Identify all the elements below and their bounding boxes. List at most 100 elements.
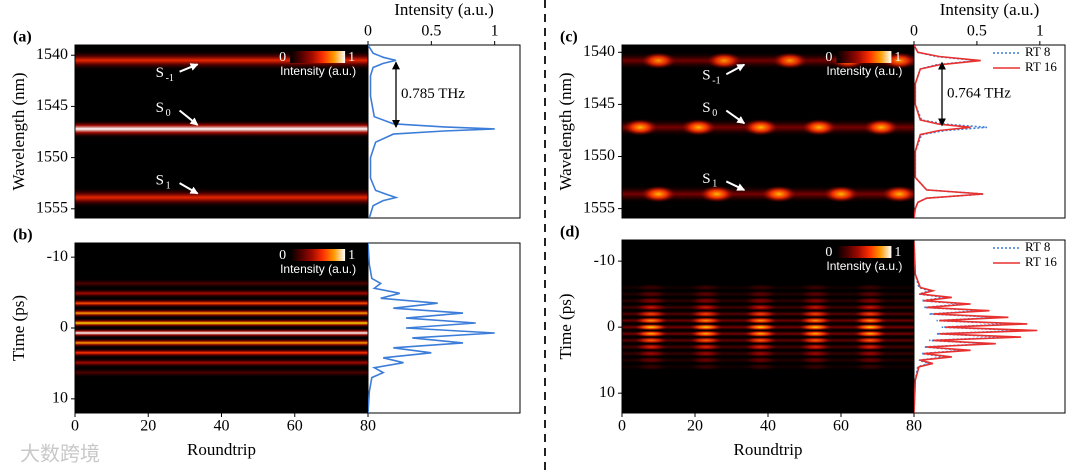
x-tick-label: 0 (618, 418, 626, 435)
pulse (688, 356, 724, 364)
pulse (797, 363, 833, 371)
pulse (743, 363, 779, 371)
colorbar-label: Intensity (a.u.) (280, 64, 356, 78)
pulse (863, 119, 899, 136)
colorbar-tick: 1 (348, 248, 355, 263)
pulse (797, 310, 833, 318)
x-tick-label: 40 (760, 418, 776, 435)
legend-label: RT 16 (1025, 254, 1057, 269)
pulse (640, 52, 677, 69)
y-tick-label: -10 (47, 248, 68, 265)
pulse (688, 290, 724, 298)
pulse (852, 304, 888, 311)
pulse (797, 330, 833, 338)
annotation: S (702, 171, 710, 187)
colorbar-label: Intensity (a.u.) (826, 64, 902, 78)
heatmap (622, 51, 914, 204)
pulse (622, 119, 658, 136)
annotation-sub: -1 (166, 73, 174, 84)
pulse (633, 284, 669, 291)
colorbar-tick: 1 (894, 50, 901, 65)
profile-line (914, 241, 1038, 413)
legend-label: RT 8 (1025, 239, 1050, 254)
y-axis-label: Time (ps) (556, 294, 575, 360)
colorbar (836, 246, 892, 258)
annotation-arrow (179, 182, 199, 195)
band (75, 328, 368, 338)
band (75, 318, 368, 328)
pulse (852, 310, 888, 318)
pulse (681, 119, 717, 136)
y-tick-label: 1540 (583, 43, 615, 60)
pulse (633, 363, 669, 371)
x-tick-label: 40 (214, 418, 230, 435)
pulse (688, 330, 724, 338)
annotation-arrow (179, 63, 199, 73)
pulse (743, 350, 779, 357)
y-tick-label: 1550 (583, 147, 615, 164)
annotation-sub: 0 (166, 108, 171, 119)
profile-frame (913, 239, 1066, 414)
panel-label: (d) (560, 224, 580, 241)
y-tick-label: 1545 (583, 95, 615, 112)
band (75, 119, 368, 138)
pulse (852, 297, 888, 305)
colorbar-tick: 0 (825, 50, 832, 65)
pulse (772, 52, 808, 69)
y-tick-label: 1555 (583, 199, 615, 216)
annotation-sub: -1 (712, 76, 720, 87)
annotation: S (156, 100, 164, 116)
spacing-label: 0.764 THz (947, 85, 1011, 101)
heatmap (622, 283, 914, 371)
panel-label: (c) (560, 29, 578, 46)
x-tick-label: 20 (687, 418, 703, 435)
profile-line (914, 45, 984, 218)
colorbar-tick: 0 (279, 248, 286, 263)
colorbar (836, 51, 892, 63)
annotation: S (156, 173, 164, 189)
y-tick-label: 0 (607, 318, 615, 335)
annotation-arrow (725, 63, 746, 76)
pulse (633, 290, 669, 298)
pulse (688, 297, 724, 305)
band (75, 308, 368, 319)
pulse (881, 185, 914, 203)
band (75, 288, 368, 299)
pulse (688, 317, 724, 324)
annotation-arrow (725, 180, 746, 191)
pulse (852, 343, 888, 351)
pulse (743, 304, 779, 311)
pulse (633, 337, 669, 344)
y-tick-label: 1540 (36, 46, 68, 63)
heatmap (75, 278, 368, 378)
pulse (797, 337, 833, 344)
y-tick-label: 1545 (36, 97, 68, 114)
colorbar-tick: 0 (825, 245, 832, 260)
pulse (797, 304, 833, 311)
colorbar-tick: 0 (279, 50, 286, 65)
pulse (640, 185, 677, 203)
pulse (743, 284, 779, 291)
pulse (797, 317, 833, 324)
annotation-sub: 1 (166, 180, 171, 191)
legend-label: RT 8 (1025, 44, 1050, 59)
colorbar-tick: 1 (348, 50, 355, 65)
profile-line (368, 243, 495, 413)
pulse (743, 323, 779, 331)
colorbar-label: Intensity (a.u.) (826, 259, 902, 273)
spacing-label: 0.785 THz (401, 86, 465, 102)
band (75, 347, 368, 358)
profile-x-tick-label: 1 (491, 23, 499, 40)
pulse (688, 304, 724, 311)
pulse (852, 337, 888, 344)
annotation: S (702, 68, 710, 84)
annotation-arrow (725, 109, 746, 125)
pulse (761, 185, 797, 203)
pulse (797, 356, 833, 364)
pulse (852, 284, 888, 291)
band (75, 278, 368, 289)
profile-line (368, 45, 495, 218)
pulse (852, 356, 888, 364)
pulse (688, 284, 724, 291)
